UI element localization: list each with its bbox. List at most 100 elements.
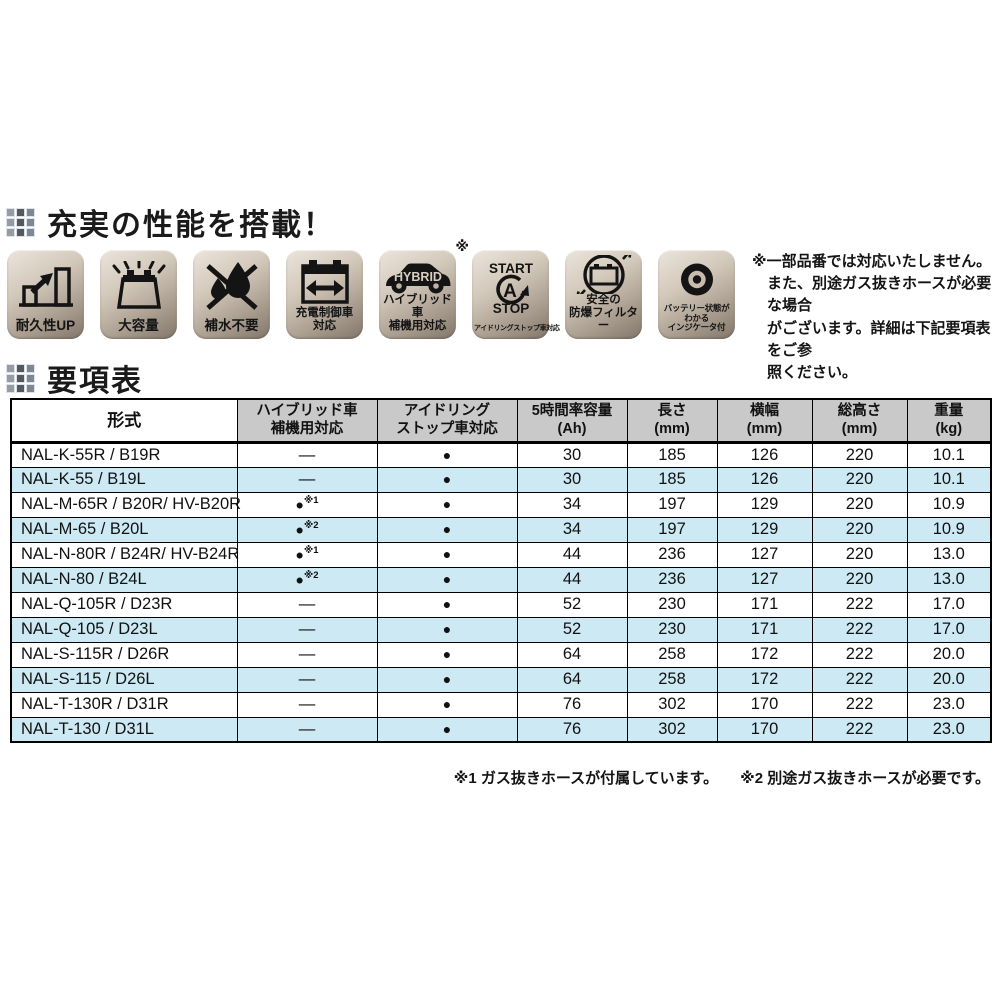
cell-idling-support: ● (376, 716, 518, 743)
table-row: NAL-N-80 / B24L ●※2 ● 44 236 127 220 13.0 (10, 566, 992, 593)
cell-idling-support: ● (376, 441, 518, 468)
table-row: NAL-S-115 / D26L — ● 64 258 172 222 20.0 (10, 666, 992, 693)
cell-capacity: 30 (516, 466, 628, 493)
column-header: 長さ (mm) (626, 398, 718, 444)
cell-width: 127 (716, 566, 813, 593)
cell-capacity: 44 (516, 541, 628, 568)
cell-weight: 20.0 (906, 641, 992, 668)
cell-model: NAL-N-80R / B24R/ HV-B24R (10, 541, 239, 568)
battery-arrows-icon (288, 255, 361, 307)
table-row: NAL-T-130 / D31L — ● 76 302 170 222 23.0 (10, 716, 992, 743)
cell-capacity: 64 (516, 666, 628, 693)
cell-width: 129 (716, 491, 813, 518)
cell-idling-support: ● (376, 591, 518, 618)
cell-length: 302 (626, 691, 718, 718)
cell-height: 222 (811, 716, 908, 743)
cell-width: 129 (716, 516, 813, 543)
cell-hybrid-support: — (236, 616, 378, 643)
start-stop-circle-icon: START A STOP (474, 255, 547, 325)
badge-idling-stop: START A STOP アイドリングストップ車対応 (472, 250, 560, 339)
cell-model: NAL-S-115 / D26L (10, 666, 238, 693)
column-header: アイドリング ストップ車対応 (376, 398, 518, 444)
badge-panel: START A STOP アイドリングストップ車対応 (472, 250, 560, 339)
cell-capacity: 76 (516, 716, 628, 743)
svg-text:A: A (503, 281, 517, 302)
note-line: ※一部品番では対応いたしません。 (752, 253, 992, 270)
cell-model: NAL-K-55R / B19R (10, 441, 238, 468)
cell-hybrid-support: — (236, 591, 378, 618)
cell-height: 222 (811, 591, 908, 618)
battery-rays-icon (102, 255, 175, 318)
cell-weight: 23.0 (906, 691, 992, 718)
cell-hybrid-support: ●※2 (236, 516, 378, 543)
water-drop-crossed-icon (195, 255, 268, 318)
cell-weight: 20.0 (906, 666, 992, 693)
badge-panel: 充電制御車 対応 (286, 250, 363, 339)
badge-panel: 耐久性UP (7, 250, 84, 339)
cell-height: 222 (811, 641, 908, 668)
cell-weight: 17.0 (906, 591, 992, 618)
cell-capacity: 34 (516, 491, 628, 518)
cell-model: NAL-Q-105R / D23R (10, 591, 238, 618)
table-footnote: ※1 ガス抜きホースが付属しています。 ※2 別途ガス抜きホースが必要です。 (454, 767, 990, 788)
cell-weight: 10.9 (906, 491, 992, 518)
cell-capacity: 30 (516, 441, 628, 468)
badge-label: アイドリングストップ車対応 (474, 325, 560, 333)
cell-model: NAL-Q-105 / D23L (10, 616, 238, 643)
cell-idling-support: ● (376, 516, 518, 543)
asterisk-mark: ※ (455, 238, 469, 254)
cell-capacity: 76 (516, 691, 628, 718)
footnote-1: ※1 ガス抜きホースが付属しています。 (453, 770, 719, 787)
cell-idling-support: ● (376, 541, 518, 568)
cell-capacity: 34 (516, 516, 628, 543)
table-row: NAL-M-65 / B20L ●※2 ● 34 197 129 220 10.9 (10, 516, 992, 543)
table-row: NAL-Q-105 / D23L — ● 52 230 171 222 17.0 (10, 616, 992, 643)
cell-model: NAL-M-65R / B20R/ HV-B20R (10, 491, 241, 518)
cell-idling-support: ● (376, 466, 518, 493)
note-line: また、別途ガス抜きホースが必要な場合 (767, 275, 992, 315)
cell-weight: 13.0 (906, 566, 992, 593)
battery-indicator-icon (660, 255, 733, 304)
cell-idling-support: ● (376, 641, 518, 668)
badge-row: 耐久性UP 大容量 補水不要 充電制御車 対応 (7, 238, 735, 339)
grid-icon (6, 363, 35, 393)
cell-hybrid-support: — (236, 716, 378, 743)
cell-weight: 17.0 (906, 616, 992, 643)
cell-idling-support: ● (376, 691, 518, 718)
cell-model: NAL-N-80 / B24L (10, 566, 238, 593)
section-spec-header: 要項表 (6, 356, 143, 400)
cell-weight: 10.1 (906, 466, 992, 493)
badge-hybrid: HYBRID ハイブリッド車 補機用対応 ※ (379, 238, 469, 339)
cell-model: NAL-S-115R / D26R (10, 641, 238, 668)
cell-idling-support: ● (376, 616, 518, 643)
cell-length: 185 (626, 441, 718, 468)
badge-panel: HYBRID ハイブリッド車 補機用対応 (379, 250, 456, 339)
section-spec-title: 要項表 (47, 365, 143, 398)
cell-length: 197 (626, 491, 718, 518)
cell-height: 222 (811, 691, 908, 718)
cell-height: 220 (811, 491, 908, 518)
cell-weight: 23.0 (906, 716, 992, 743)
cell-height: 220 (811, 541, 908, 568)
cell-hybrid-support: ●※1 (236, 491, 378, 518)
explosion-proof-battery-icon (567, 255, 640, 295)
badge-panel: 安全の 防爆フィルター (565, 250, 642, 339)
cell-model: NAL-K-55 / B19L (10, 466, 238, 493)
table-row: NAL-M-65R / B20R/ HV-B20R ●※1 ● 34 197 129 220… (10, 491, 992, 518)
svg-text:START: START (489, 261, 534, 276)
table-row: NAL-Q-105R / D23R — ● 52 230 171 222 17.0 (10, 591, 992, 618)
column-header: ハイブリッド車 補機用対応 (236, 398, 378, 444)
cell-height: 222 (811, 616, 908, 643)
section-performance-header: 充実の性能を搭載！ (6, 200, 335, 244)
cell-width: 172 (716, 666, 813, 693)
cell-width: 170 (716, 691, 813, 718)
cell-length: 197 (626, 516, 718, 543)
badge-label: 大容量 (118, 317, 159, 333)
cell-length: 230 (626, 591, 718, 618)
cell-width: 126 (716, 466, 813, 493)
cell-model: NAL-T-130 / D31L (10, 716, 238, 743)
cell-length: 185 (626, 466, 718, 493)
cell-height: 220 (811, 466, 908, 493)
cell-weight: 10.9 (906, 516, 992, 543)
